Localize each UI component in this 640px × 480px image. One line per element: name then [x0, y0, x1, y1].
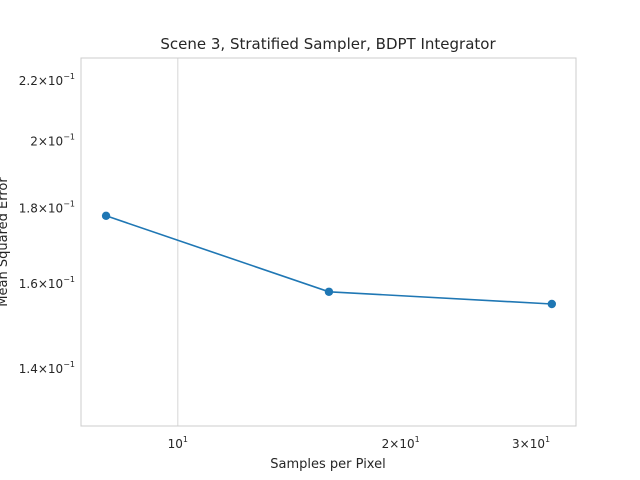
y-tick-label-base: 1.8×10 — [19, 202, 63, 216]
data-point — [101, 211, 111, 221]
y-tick-label: 1.8×10−1 — [19, 200, 75, 216]
y-tick-labels: 1.4×10−11.6×10−11.8×10−12×10−12.2×10−1 — [19, 72, 75, 376]
x-tick-label-base: 10 — [168, 437, 183, 451]
series-layer — [101, 211, 557, 309]
x-tick-labels: 101 2×101 3×101 — [168, 435, 550, 451]
chart-title: Scene 3, Stratified Sampler, BDPT Integr… — [160, 35, 496, 53]
x-tick-label: 101 — [168, 435, 188, 451]
y-tick-label: 2×10−1 — [30, 133, 75, 149]
x-axis-label: Samples per Pixel — [270, 457, 385, 472]
data-point — [324, 287, 334, 296]
y-tick-label-base: 2.2×10 — [19, 74, 63, 88]
data-point — [547, 299, 557, 309]
x-tick-label-exponent: 1 — [545, 435, 550, 444]
x-tick-label-exponent: 1 — [183, 435, 188, 444]
y-tick-label-exponent: −1 — [63, 72, 75, 81]
y-tick-label-exponent: −1 — [63, 275, 75, 284]
y-tick-label-base: 1.6×10 — [19, 277, 63, 291]
x-tick-label-exponent: 1 — [415, 435, 420, 444]
y-tick-label: 1.4×10−1 — [19, 360, 75, 376]
y-tick-label-base: 1.4×10 — [19, 362, 63, 376]
x-tick-label: 3×101 — [512, 435, 550, 451]
plot-frame — [80, 57, 577, 427]
y-tick-label-exponent: −1 — [63, 360, 75, 369]
y-axis-label: Mean Squared Error — [0, 177, 11, 307]
y-tick-label-exponent: −1 — [63, 133, 75, 142]
y-tick-label-base: 2×10 — [30, 135, 63, 149]
x-tick-label: 2×101 — [382, 435, 420, 451]
y-tick-label-exponent: −1 — [63, 200, 75, 209]
y-tick-label: 1.6×10−1 — [19, 275, 75, 291]
y-tick-label: 2.2×10−1 — [19, 72, 75, 88]
x-tick-label-base: 3×10 — [512, 437, 545, 451]
x-tick-label-base: 2×10 — [382, 437, 415, 451]
